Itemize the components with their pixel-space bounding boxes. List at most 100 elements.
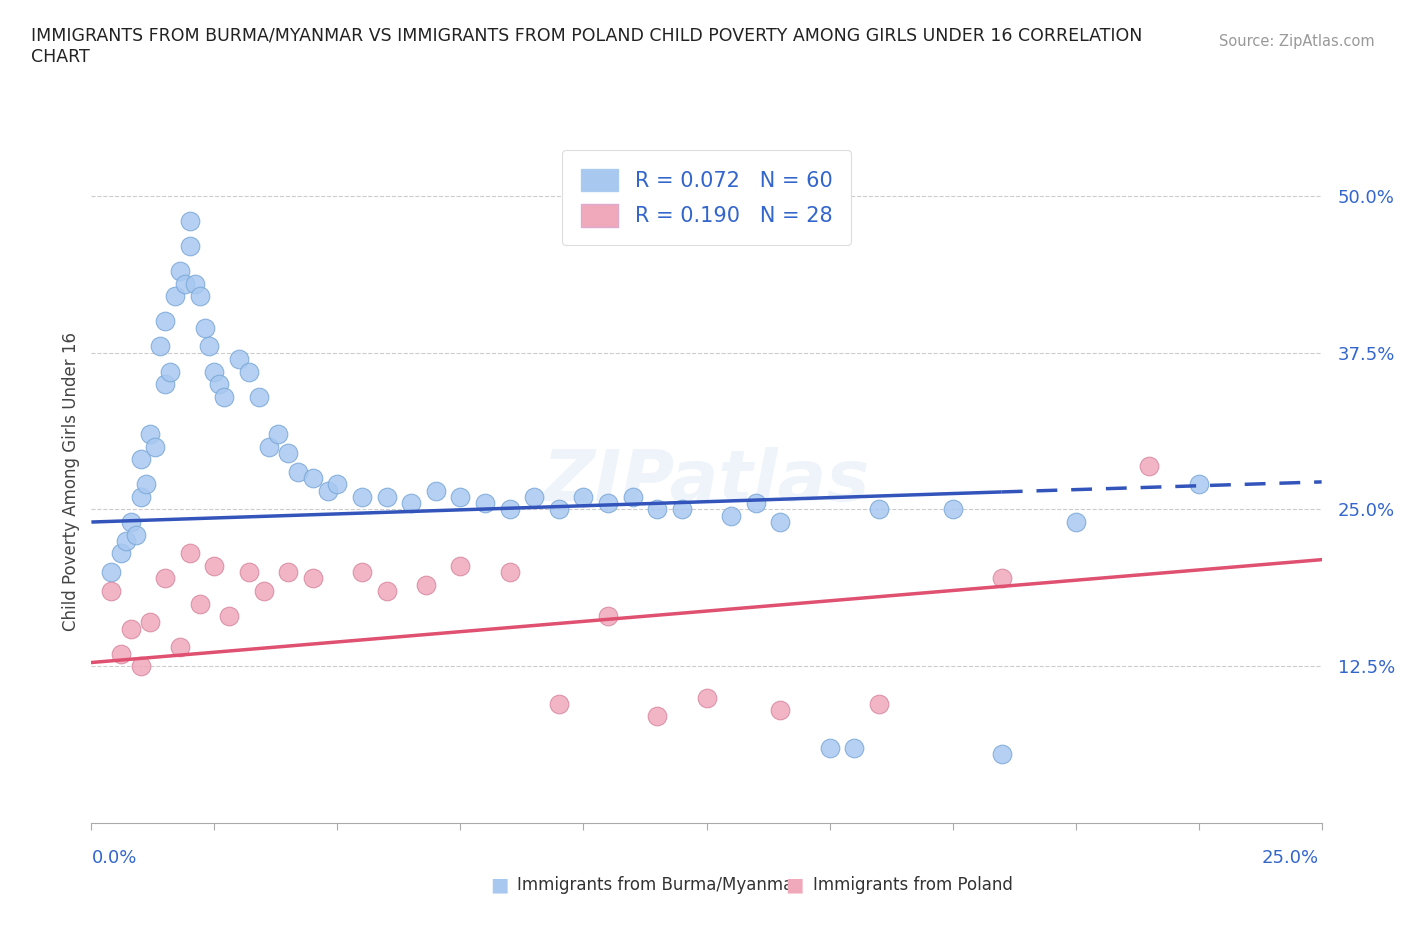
Point xyxy=(621,489,644,504)
Point xyxy=(375,584,398,599)
Point xyxy=(179,546,201,561)
Legend: R = 0.072   N = 60, R = 0.190   N = 28: R = 0.072 N = 60, R = 0.190 N = 28 xyxy=(562,150,851,246)
Text: Source: ZipAtlas.com: Source: ZipAtlas.com xyxy=(1219,34,1375,49)
Point xyxy=(990,747,1012,762)
Point xyxy=(769,514,792,529)
Point xyxy=(941,502,963,517)
Point xyxy=(183,276,207,291)
Point xyxy=(326,477,349,492)
Point xyxy=(1064,514,1087,529)
Point xyxy=(415,578,437,592)
Point xyxy=(547,697,569,711)
Point xyxy=(572,489,595,504)
Y-axis label: Child Poverty Among Girls Under 16: Child Poverty Among Girls Under 16 xyxy=(62,332,80,631)
Text: CHART: CHART xyxy=(31,48,90,66)
Point xyxy=(352,489,374,504)
Point xyxy=(208,377,231,392)
Point xyxy=(100,584,122,599)
Text: 0.0%: 0.0% xyxy=(91,849,136,868)
Point xyxy=(645,709,669,724)
Point xyxy=(596,496,619,511)
Point xyxy=(301,571,323,586)
Point xyxy=(174,276,197,291)
Point xyxy=(139,615,162,630)
Point xyxy=(990,571,1012,586)
Text: Immigrants from Poland: Immigrants from Poland xyxy=(813,876,1012,895)
Point xyxy=(720,509,742,524)
Point xyxy=(287,464,309,479)
Point xyxy=(645,502,669,517)
Point xyxy=(399,496,422,511)
Point xyxy=(1139,458,1161,473)
Point xyxy=(671,502,693,517)
Point xyxy=(352,565,374,579)
Point xyxy=(267,427,290,442)
Point xyxy=(145,439,166,454)
Text: ZIPatlas: ZIPatlas xyxy=(543,446,870,516)
Point xyxy=(868,697,890,711)
Point xyxy=(179,239,201,254)
Point xyxy=(129,452,152,467)
Point xyxy=(163,289,186,304)
Text: IMMIGRANTS FROM BURMA/MYANMAR VS IMMIGRANTS FROM POLAND CHILD POVERTY AMONG GIRL: IMMIGRANTS FROM BURMA/MYANMAR VS IMMIGRA… xyxy=(31,26,1142,44)
Point xyxy=(498,502,520,517)
Point xyxy=(139,427,162,442)
Point xyxy=(277,445,299,460)
Text: ■: ■ xyxy=(489,876,509,895)
Point xyxy=(247,389,270,404)
Point xyxy=(425,484,447,498)
Point xyxy=(129,489,152,504)
Point xyxy=(818,740,841,755)
Point xyxy=(474,496,496,511)
Point xyxy=(238,364,260,379)
Point xyxy=(110,546,132,561)
Point xyxy=(202,364,225,379)
Point xyxy=(135,477,156,492)
Point xyxy=(498,565,520,579)
Point xyxy=(316,484,339,498)
Point xyxy=(523,489,546,504)
Point xyxy=(188,289,211,304)
Point xyxy=(129,658,152,673)
Point xyxy=(301,471,323,485)
Point xyxy=(169,640,191,655)
Point xyxy=(169,264,191,279)
Point xyxy=(120,621,142,636)
Point xyxy=(769,703,792,718)
Point xyxy=(375,489,398,504)
Point xyxy=(745,496,768,511)
Text: Immigrants from Burma/Myanmar: Immigrants from Burma/Myanmar xyxy=(517,876,800,895)
Point xyxy=(153,377,177,392)
Point xyxy=(1187,477,1209,492)
Point xyxy=(110,646,132,661)
Point xyxy=(153,314,177,329)
Point xyxy=(547,502,569,517)
Point xyxy=(842,740,865,755)
Point xyxy=(277,565,299,579)
Point xyxy=(449,489,471,504)
Point xyxy=(114,534,138,549)
Point xyxy=(202,559,225,574)
Point xyxy=(695,690,717,705)
Point xyxy=(218,608,240,623)
Point xyxy=(179,214,201,229)
Point xyxy=(153,571,177,586)
Point xyxy=(596,608,619,623)
Point xyxy=(253,584,276,599)
Point xyxy=(159,364,181,379)
Point xyxy=(212,389,235,404)
Point xyxy=(449,559,471,574)
Point xyxy=(868,502,890,517)
Point xyxy=(124,527,146,542)
Point xyxy=(238,565,260,579)
Point xyxy=(120,514,142,529)
Point xyxy=(257,439,280,454)
Point xyxy=(100,565,122,579)
Point xyxy=(198,339,221,354)
Point xyxy=(149,339,172,354)
Point xyxy=(228,352,250,366)
Point xyxy=(193,320,217,335)
Point xyxy=(188,596,211,611)
Text: 25.0%: 25.0% xyxy=(1261,849,1319,868)
Text: ■: ■ xyxy=(785,876,804,895)
